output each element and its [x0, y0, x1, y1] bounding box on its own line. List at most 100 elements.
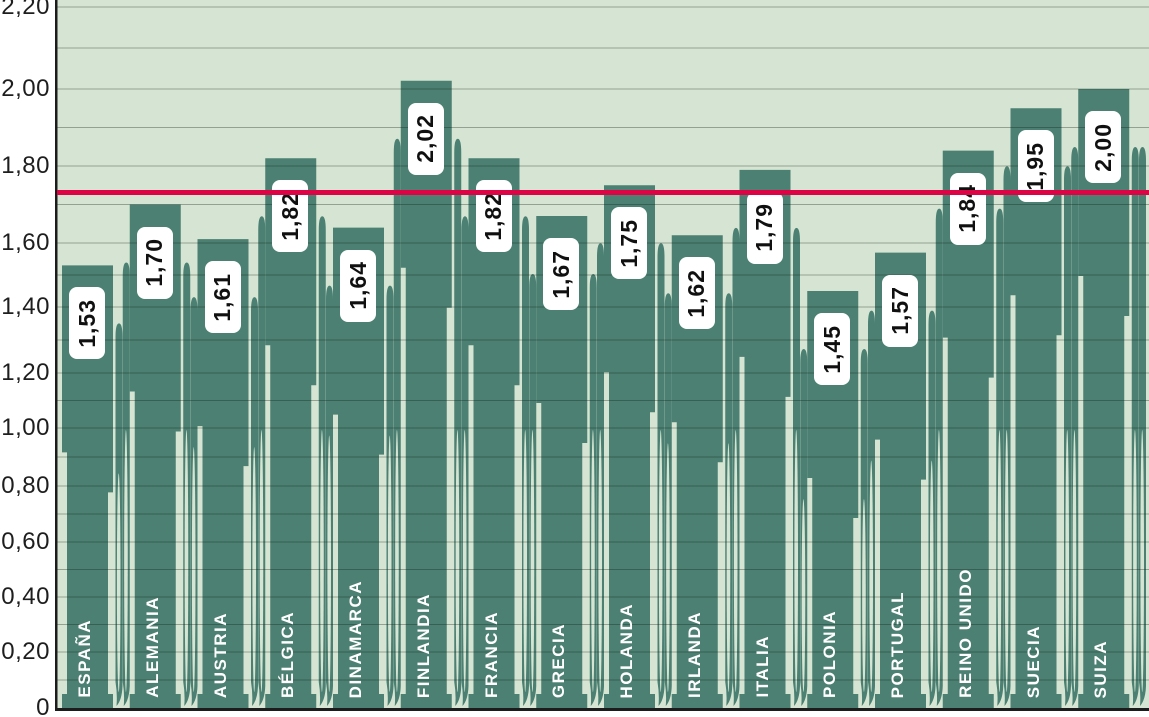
- y-axis-tick-label: 0,40: [1, 583, 50, 610]
- bar-belgica: [265, 158, 317, 709]
- value-text-belgica: 1,82: [276, 191, 303, 241]
- x-axis-line: [55, 708, 1149, 711]
- y-axis-tick-label: 1,80: [1, 152, 50, 179]
- y-axis-tick-label: 0,80: [1, 472, 50, 499]
- y-axis-tick-label: 2,20: [1, 0, 50, 20]
- bar-ornament-suiza-highlight: [1140, 430, 1144, 692]
- category-label-holanda: HOLANDA: [617, 602, 636, 699]
- y-axis-line: [55, 0, 58, 711]
- y-axis-tick-label: 1,20: [1, 359, 50, 386]
- category-label-irlanda: IRLANDA: [684, 611, 704, 698]
- bar-ornament-dinamarca-highlight: [395, 430, 399, 692]
- bar-ornament-austria-highlight: [259, 430, 264, 692]
- value-label-polonia: 1,45: [814, 313, 851, 385]
- category-label-dinamarca: DINAMARCA: [346, 579, 365, 698]
- value-label-grecia: 1,67: [543, 238, 580, 311]
- bar-reino-unido: [942, 150, 994, 709]
- value-label-portugal: 1,57: [882, 274, 918, 347]
- value-text-irlanda: 1,62: [683, 268, 710, 318]
- bar-irlanda: [671, 235, 723, 709]
- bar-ornament-portugal-highlight: [937, 430, 941, 692]
- bar-ornament-belgica-highlight: [320, 430, 324, 692]
- bar-ornament-reino-unido-highlight: [1004, 430, 1009, 692]
- category-label-francia: FRANCIA: [481, 611, 501, 698]
- category-label-suecia: SUECIA: [1023, 624, 1043, 698]
- value-text-grecia: 1,67: [547, 249, 574, 299]
- value-text-holanda: 1,75: [615, 218, 642, 268]
- bar-ornament-reino-unido-highlight: [997, 430, 1002, 692]
- bar-polonia: [807, 291, 859, 708]
- bar-ornament-suecia-highlight: [1072, 430, 1077, 692]
- bar-grecia: [536, 216, 588, 709]
- bar-ornament-francia-highlight: [530, 430, 535, 692]
- bar-ornament-portugal-highlight: [929, 460, 934, 692]
- bar-ornament-polonia-highlight: [869, 460, 873, 692]
- value-text-polonia: 1,45: [818, 324, 845, 374]
- reference-line: [57, 190, 1149, 196]
- value-label-austria: 1,61: [204, 261, 241, 334]
- bar-espana: [62, 265, 113, 708]
- bar-ornament-holanda-highlight: [658, 430, 663, 692]
- bar-ornament-irlanda-highlight: [726, 443, 731, 692]
- bar-portugal: [875, 252, 926, 708]
- value-text-espana: 1,53: [73, 299, 100, 348]
- category-label-italia: ITALIA: [752, 635, 772, 698]
- value-label-dinamarca: 1,64: [340, 249, 376, 322]
- y-axis-tick-label: 0,60: [1, 528, 50, 555]
- value-label-italia: 1,79: [746, 191, 783, 264]
- bar-ornament-suiza-highlight: [1133, 430, 1137, 692]
- category-label-portugal: PORTUGAL: [888, 590, 907, 698]
- value-text-suecia: 1,95: [1022, 141, 1048, 191]
- bar-ornament-espana-highlight: [116, 473, 121, 692]
- value-label-irlanda: 1,62: [678, 257, 715, 330]
- bar-finlandia: [400, 80, 452, 709]
- bar-ornament-grecia-highlight: [591, 430, 595, 692]
- bar-austria: [197, 239, 249, 708]
- bar-francia: [468, 158, 520, 709]
- value-label-holanda: 1,75: [611, 207, 647, 280]
- y-axis-tick-label: 1,40: [1, 293, 50, 320]
- bar-ornament-italia-highlight: [794, 430, 798, 692]
- value-text-alemania: 1,70: [141, 238, 168, 287]
- value-text-italia: 1,79: [751, 203, 777, 253]
- bar-holanda: [604, 185, 655, 708]
- value-label-finlandia: 2,02: [407, 102, 444, 175]
- bar-ornament-suecia-highlight: [1065, 430, 1069, 692]
- bar-ornament-finlandia-highlight: [455, 430, 460, 692]
- category-label-belgica: BÉLGICA: [278, 611, 298, 698]
- category-label-alemania: ALEMANIA: [142, 596, 162, 698]
- bar-ornament-belgica-highlight: [327, 435, 332, 692]
- value-text-francia: 1,82: [480, 191, 506, 241]
- category-label-polonia: POLONIA: [820, 610, 840, 698]
- y-axis-tick-label: 1,00: [1, 414, 50, 441]
- y-axis-tick-label: 1,60: [1, 229, 50, 256]
- value-text-portugal: 1,57: [886, 286, 913, 335]
- y-axis-tick-label: 0: [36, 694, 50, 717]
- bar-ornament-italia-highlight: [801, 499, 806, 692]
- value-text-austria: 1,61: [209, 272, 235, 322]
- value-text-finlandia: 2,02: [412, 114, 439, 164]
- value-label-suecia: 1,95: [1017, 130, 1054, 203]
- category-label-espana: ESPAÑA: [75, 619, 94, 698]
- category-label-finlandia: FINLANDIA: [413, 592, 433, 698]
- y-axis-tick-label: 2,00: [1, 75, 50, 102]
- bar-suiza: [1078, 89, 1130, 708]
- bar-ornament-finlandia-highlight: [462, 430, 467, 692]
- category-label-austria: AUSTRIA: [210, 611, 230, 698]
- category-label-reino-unido: REINO UNIDO: [955, 568, 975, 698]
- bar-ornament-polonia-highlight: [862, 499, 866, 692]
- value-label-suiza: 2,00: [1085, 111, 1122, 183]
- value-label-alemania: 1,70: [136, 226, 173, 299]
- value-label-reino-unido: 1,84: [949, 172, 986, 245]
- bar-suecia: [1010, 108, 1062, 708]
- bar-alemania: [129, 204, 181, 708]
- bar-ornament-irlanda-highlight: [733, 430, 738, 692]
- bar-ornament-alemania-highlight: [191, 447, 196, 692]
- bar-ornament-alemania-highlight: [184, 430, 189, 692]
- bar-ornament-francia-highlight: [523, 430, 527, 692]
- value-label-espana: 1,53: [69, 287, 105, 360]
- bar-ornament-grecia-highlight: [598, 430, 602, 692]
